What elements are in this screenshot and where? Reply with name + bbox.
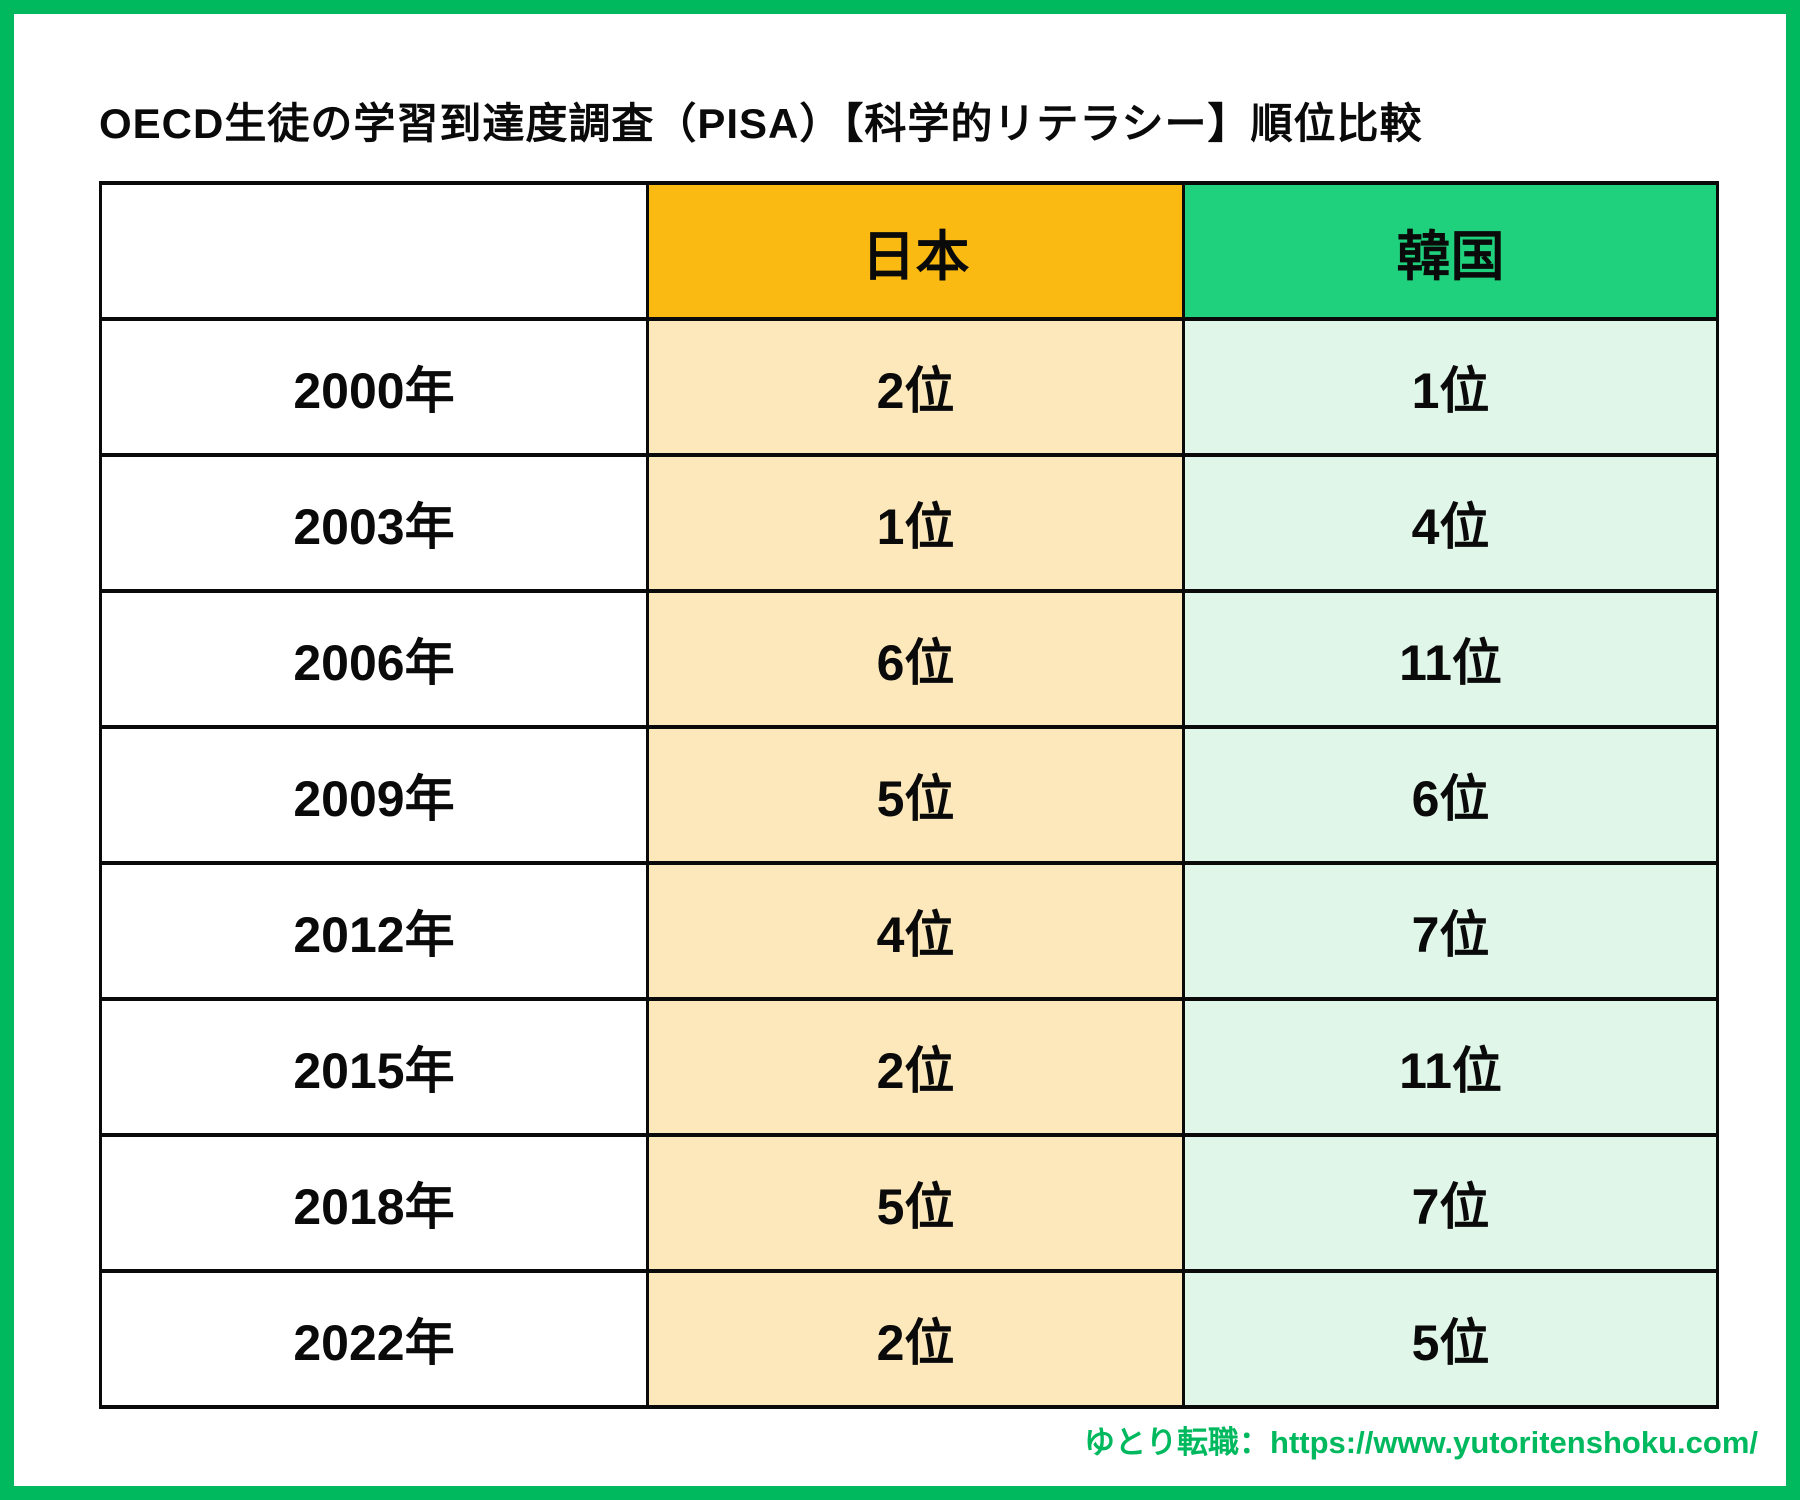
japan-rank-cell: 2位	[646, 1269, 1185, 1409]
table-body: 2000年 2位 1位 2003年 1位 4位 2006年 6位 11位 2009年 5位 6位 201…	[99, 317, 1719, 1409]
korea-rank-cell: 6位	[1182, 725, 1719, 865]
korea-rank-cell: 7位	[1182, 861, 1719, 1001]
table-row: 2015年 2位 11位	[99, 997, 1719, 1137]
japan-rank-cell: 5位	[646, 725, 1185, 865]
year-cell: 2006年	[99, 589, 649, 729]
japan-rank-cell: 2位	[646, 317, 1185, 457]
year-cell: 2022年	[99, 1269, 649, 1409]
japan-rank-cell: 5位	[646, 1133, 1185, 1273]
korea-rank-cell: 11位	[1182, 997, 1719, 1137]
year-cell: 2003年	[99, 453, 649, 593]
korea-rank-cell: 7位	[1182, 1133, 1719, 1273]
table-row: 2003年 1位 4位	[99, 453, 1719, 593]
year-cell: 2018年	[99, 1133, 649, 1273]
japan-rank-cell: 4位	[646, 861, 1185, 1001]
year-cell: 2000年	[99, 317, 649, 457]
pisa-ranking-table: 日本 韓国 2000年 2位 1位 2003年 1位 4位 2006年 6位 11位 2009年 5…	[99, 181, 1719, 1409]
header-empty-cell	[99, 181, 649, 321]
japan-rank-cell: 6位	[646, 589, 1185, 729]
year-cell: 2015年	[99, 997, 649, 1137]
korea-rank-cell: 4位	[1182, 453, 1719, 593]
page-title: OECD生徒の学習到達度調査（PISA）【科学的リテラシー】順位比較	[99, 100, 1423, 148]
korea-rank-cell: 11位	[1182, 589, 1719, 729]
table-row: 2000年 2位 1位	[99, 317, 1719, 457]
table-header: 日本 韓国	[99, 181, 1719, 321]
japan-rank-cell: 1位	[646, 453, 1185, 593]
table-row: 2012年 4位 7位	[99, 861, 1719, 1001]
year-cell: 2012年	[99, 861, 649, 1001]
header-japan: 日本	[646, 181, 1185, 321]
japan-rank-cell: 2位	[646, 997, 1185, 1137]
header-row: 日本 韓国	[99, 181, 1719, 321]
header-korea: 韓国	[1182, 181, 1719, 321]
korea-rank-cell: 5位	[1182, 1269, 1719, 1409]
table-row: 2018年 5位 7位	[99, 1133, 1719, 1273]
table-row: 2009年 5位 6位	[99, 725, 1719, 865]
table-row: 2006年 6位 11位	[99, 589, 1719, 729]
korea-rank-cell: 1位	[1182, 317, 1719, 457]
footer-credit: ゆとり転職：https://www.yutoritenshoku.com/	[1084, 1425, 1758, 1460]
table-row: 2022年 2位 5位	[99, 1269, 1719, 1409]
year-cell: 2009年	[99, 725, 649, 865]
